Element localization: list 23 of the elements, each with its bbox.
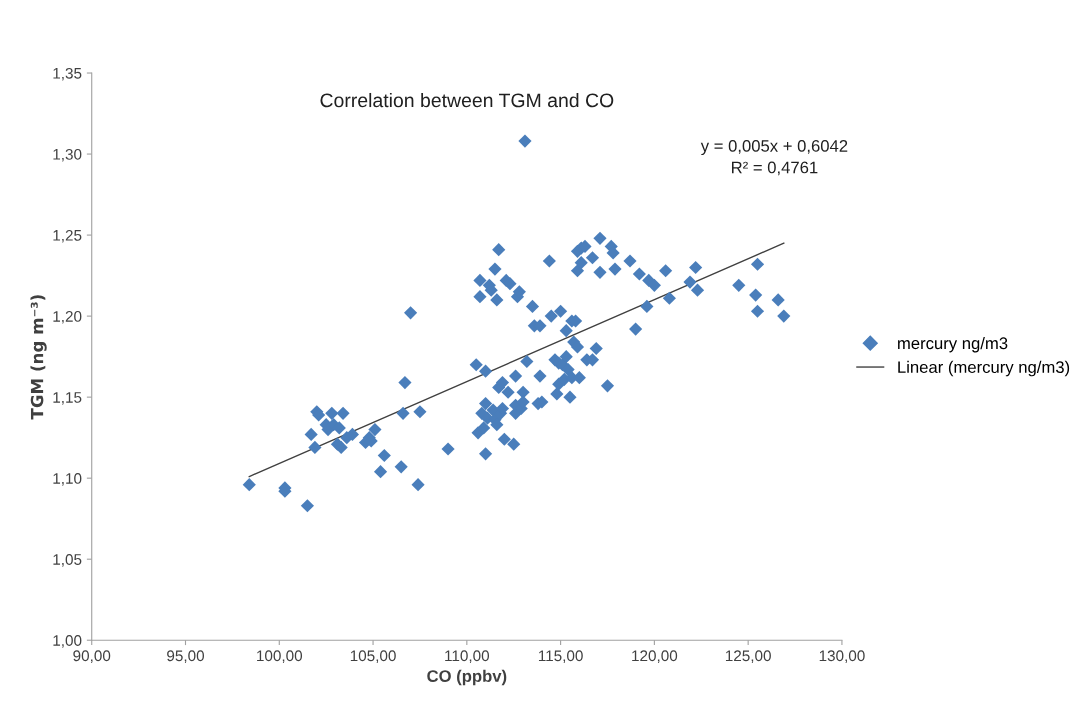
legend-label: mercury ng/m3 bbox=[898, 336, 1008, 353]
y-tick-label: 1,25 bbox=[53, 229, 82, 243]
x-tick-label: 105,00 bbox=[350, 650, 396, 663]
text: Correlation between TGM and CO bbox=[320, 92, 614, 108]
x-tick-label: 90,00 bbox=[73, 650, 111, 663]
annotation: y = 0,005x + 0,6042 R² = 0,4761 bbox=[700, 139, 848, 176]
y-tick-label: 1,00 bbox=[53, 635, 82, 648]
x-tick-label: 100,00 bbox=[257, 650, 303, 663]
y-tick-label: 1,15 bbox=[53, 392, 82, 405]
x-tick-label: 125,00 bbox=[725, 650, 771, 663]
y-axis-title: TGM (ng m⁻³) bbox=[30, 295, 47, 420]
x-tick-label: 130,00 bbox=[819, 650, 865, 663]
legend-label: Linear (mercury ng/m3) bbox=[898, 360, 1070, 377]
y-tick-label: 1,30 bbox=[53, 148, 82, 162]
y-tick-label: 1,35 bbox=[53, 67, 82, 81]
y-tick-label: 1,10 bbox=[53, 473, 82, 486]
x-tick-label: 120,00 bbox=[632, 650, 678, 663]
x-tick-label: 115,00 bbox=[538, 650, 583, 663]
y-tick-label: 1,05 bbox=[53, 554, 82, 567]
y-tick-label: 1,20 bbox=[53, 310, 82, 324]
x-tick-label: 110,00 bbox=[445, 650, 490, 663]
x-axis-title: CO (ppbv) bbox=[427, 669, 507, 686]
x-tick-label: 95,00 bbox=[167, 650, 205, 663]
